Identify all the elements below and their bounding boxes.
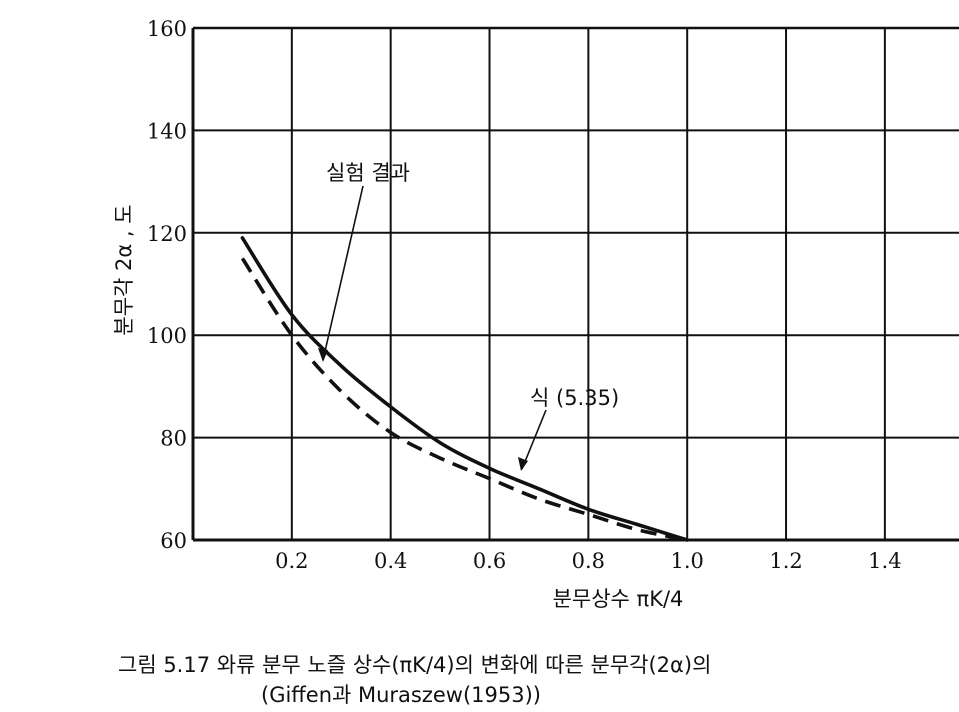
y-tick-label: 120	[147, 222, 187, 246]
grid-lines	[193, 27, 959, 541]
x-tick-label: 1.2	[769, 549, 802, 573]
x-tick-label: 0.2	[275, 549, 308, 573]
caption-line-2: (Giffen과 Muraszew(1953))	[261, 683, 541, 707]
annotation-arrowhead-equation	[518, 457, 528, 471]
y-tick-label: 160	[147, 17, 187, 41]
annotation-pointer-equation	[521, 409, 547, 470]
x-tick-label: 0.4	[374, 549, 407, 573]
y-tick-label: 60	[160, 529, 187, 553]
y-tick-label: 100	[147, 324, 187, 348]
series-lines	[240, 236, 689, 542]
x-tick-label: 1.0	[670, 549, 703, 573]
plot-frame	[191, 26, 959, 542]
y-tick-label: 140	[147, 119, 187, 143]
series-equation-solid-line	[240, 236, 689, 542]
annotation-equation: 식 (5.35)	[530, 386, 619, 410]
x-tick-labels: 0.2 0.4 0.6 0.8 1.0 1.2 1.4	[275, 549, 901, 573]
x-tick-label: 1.4	[868, 549, 901, 573]
annotation-arrowhead-experiment	[318, 348, 328, 362]
annotation-experiment: 실험 결과	[326, 161, 410, 185]
x-tick-label: 0.6	[473, 549, 506, 573]
series-experiment-dashed-line	[240, 257, 688, 542]
caption-line-1: 그림 5.17 와류 분무 노즐 상수(πK/4)의 변화에 따른 분무각(2α…	[118, 653, 711, 677]
annotation-pointer-experiment	[322, 185, 364, 361]
x-axis-label: 분무상수 πK/4	[553, 587, 684, 611]
y-axis-label: 분무각 2α , 도	[112, 204, 136, 335]
y-tick-label: 80	[160, 427, 187, 451]
y-tick-labels: 160 140 120 100 80 60	[147, 17, 187, 553]
x-tick-label: 0.8	[572, 549, 605, 573]
